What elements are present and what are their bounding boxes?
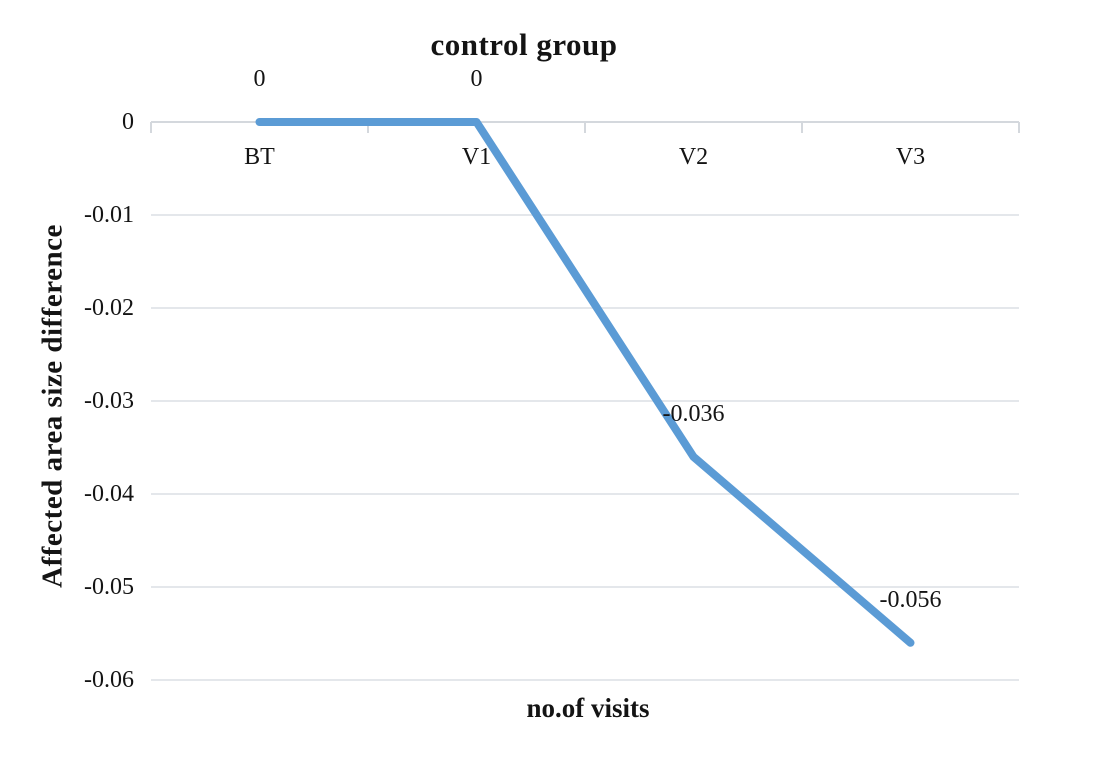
chart-title: control group [430, 27, 618, 62]
category-label: BT [244, 144, 275, 170]
data-point-label: -0.056 [879, 586, 942, 613]
series-group [255, 118, 915, 647]
category-label: V1 [461, 144, 492, 170]
y-tick-label: -0.03 [84, 388, 134, 414]
series-line [255, 118, 915, 647]
y-tick-label: -0.01 [84, 202, 134, 228]
y-tick-label: -0.04 [84, 481, 134, 507]
y-tick-label: -0.05 [84, 574, 134, 600]
x-axis-title: no.of visits [526, 693, 650, 723]
data-point-label: -0.036 [662, 400, 725, 427]
y-tick-label: -0.06 [84, 667, 134, 693]
category-label: V2 [678, 144, 709, 170]
axis-tick-marks-group [150, 122, 1020, 133]
data-point-label: 0 [470, 66, 483, 92]
y-tick-label: 0 [122, 109, 134, 135]
y-tick-label: -0.02 [84, 295, 134, 321]
category-label: V3 [895, 144, 926, 170]
data-point-label: 0 [253, 66, 266, 92]
